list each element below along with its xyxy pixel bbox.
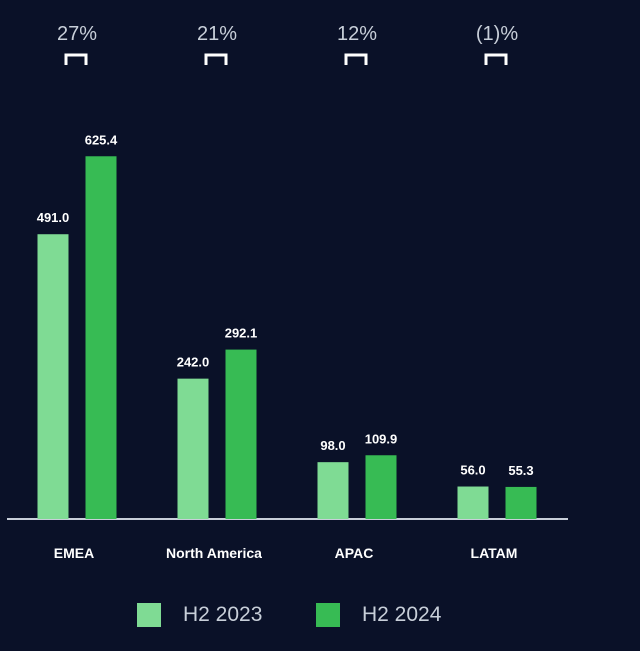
- growth-label: 27%: [57, 23, 97, 45]
- bar-h2-2024: [365, 455, 397, 519]
- data-label: 98.0: [320, 438, 345, 453]
- data-label: 625.4: [85, 132, 118, 147]
- legend-item-h2-2023: H2 2023: [137, 602, 262, 628]
- legend-swatch-h2-2024: [316, 603, 340, 627]
- bar-h2-2024: [505, 486, 537, 519]
- data-label: 242.0: [177, 355, 210, 370]
- growth-label: 12%: [337, 23, 377, 45]
- growth-bracket: [64, 53, 88, 65]
- data-label: 292.1: [225, 326, 258, 341]
- legend-label-h2-2023: H2 2023: [183, 603, 263, 626]
- bar-h2-2023: [317, 462, 349, 519]
- legend-swatch-h2-2023: [137, 603, 161, 627]
- bar-h2-2023: [457, 486, 489, 519]
- data-label: 56.0: [460, 463, 485, 478]
- growth-bracket: [344, 53, 368, 65]
- bar-h2-2024: [225, 349, 257, 519]
- growth-label: 21%: [197, 23, 237, 45]
- growth-bracket: [204, 53, 228, 65]
- growth-label: (1)%: [476, 23, 518, 45]
- category-label: North America: [166, 545, 262, 561]
- category-label: EMEA: [54, 545, 94, 561]
- growth-bracket: [484, 53, 508, 65]
- legend: H2 2023 H2 2024: [0, 598, 640, 632]
- category-label: LATAM: [471, 545, 518, 561]
- data-label: 109.9: [365, 431, 398, 446]
- category-label: APAC: [335, 545, 374, 561]
- bar-h2-2023: [37, 234, 69, 519]
- data-label: 491.0: [37, 210, 70, 225]
- bar-h2-2024: [85, 156, 117, 519]
- legend-label-h2-2024: H2 2024: [362, 603, 442, 626]
- bar-h2-2023: [177, 378, 209, 519]
- bar-chart: 27% 491.0 625.4 EMEA 21% 242.0 292.1 North Amer…: [7, 23, 568, 561]
- data-label: 55.3: [508, 463, 533, 478]
- legend-item-h2-2024: H2 2024: [316, 602, 441, 628]
